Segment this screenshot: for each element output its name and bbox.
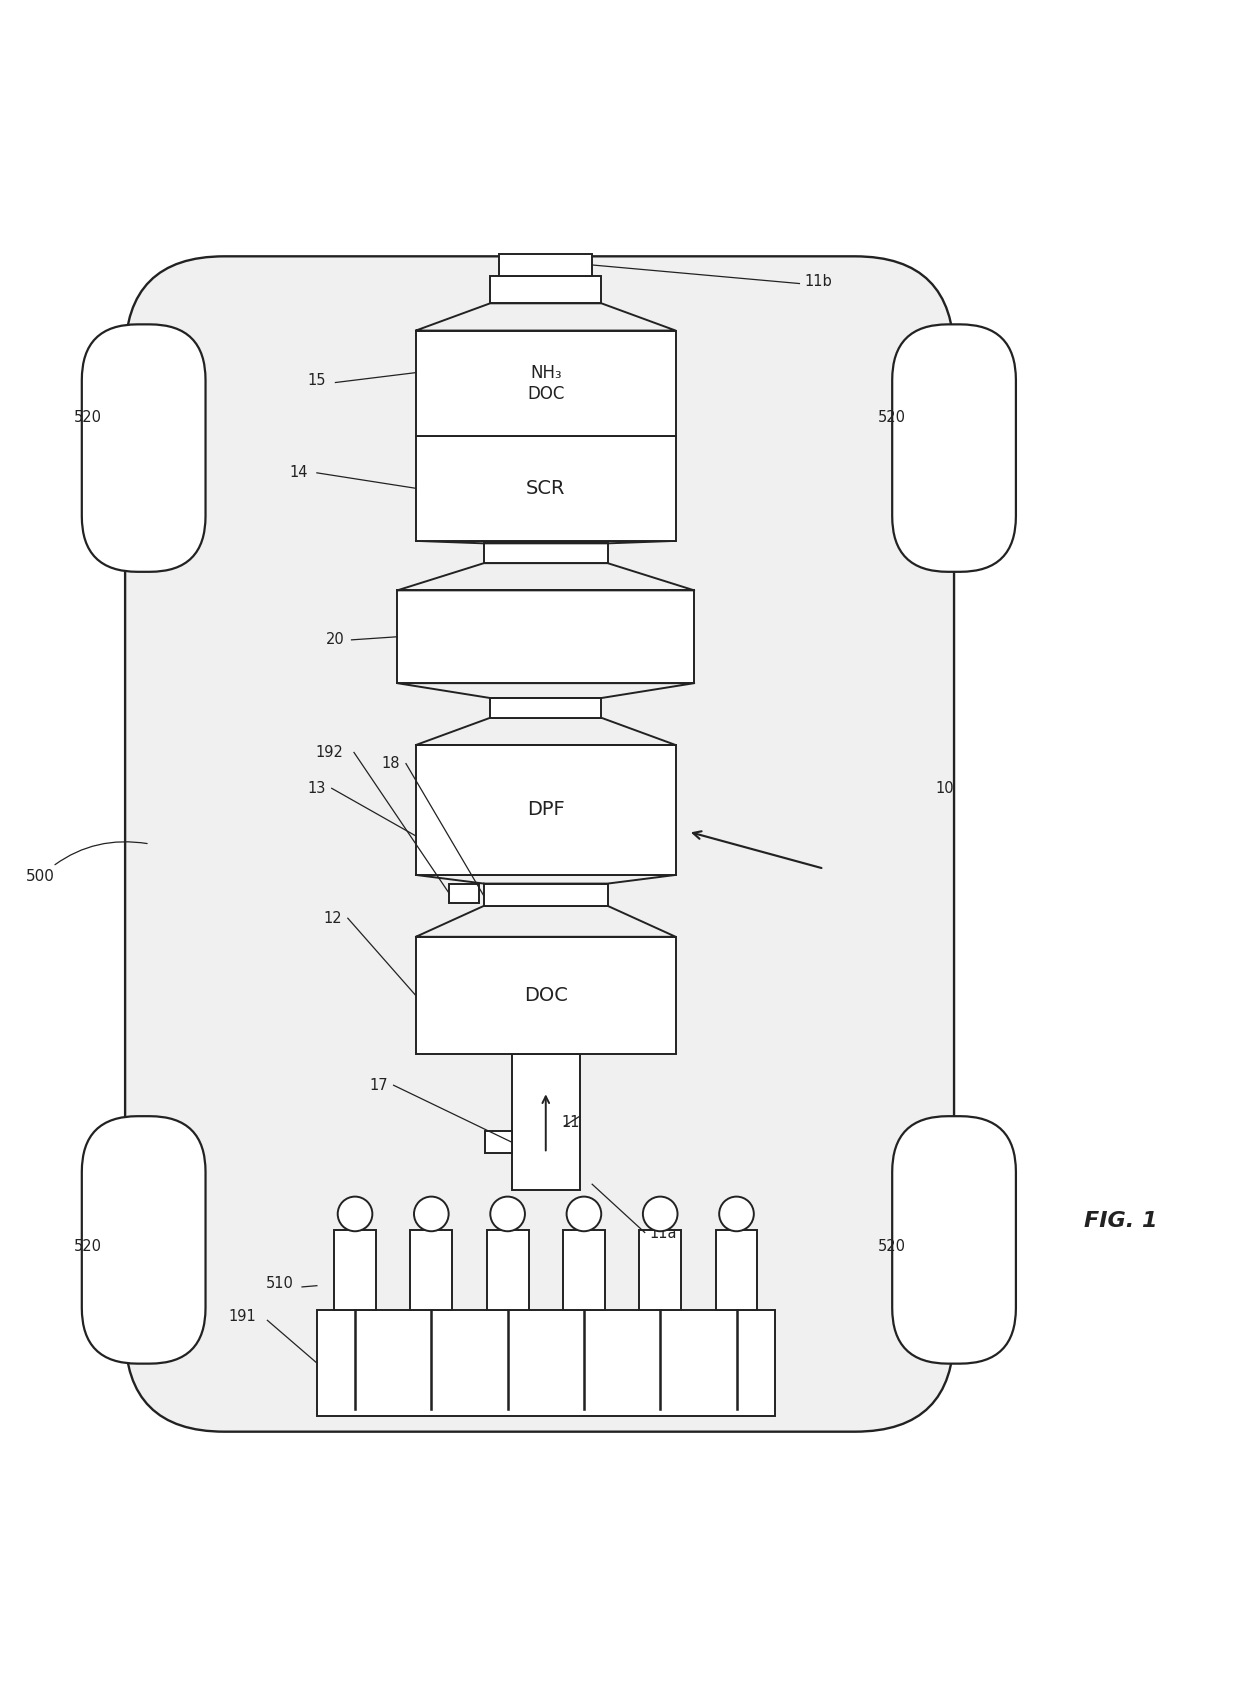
- FancyBboxPatch shape: [82, 324, 206, 572]
- FancyBboxPatch shape: [893, 324, 1016, 572]
- Text: SCR: SCR: [526, 479, 565, 498]
- Bar: [486, 1231, 528, 1310]
- Bar: [500, 253, 593, 277]
- Circle shape: [337, 1197, 372, 1231]
- Bar: [415, 937, 676, 1055]
- Bar: [490, 277, 601, 304]
- Text: 20: 20: [326, 633, 345, 648]
- Bar: [640, 1231, 681, 1310]
- Text: 11b: 11b: [804, 273, 832, 289]
- Circle shape: [567, 1197, 601, 1231]
- Text: 520: 520: [74, 1239, 102, 1254]
- Text: FIG. 1: FIG. 1: [1084, 1212, 1158, 1231]
- Text: 18: 18: [382, 756, 401, 771]
- Text: 13: 13: [308, 782, 326, 795]
- Text: DOC: DOC: [523, 986, 568, 1004]
- Text: 10: 10: [935, 782, 954, 795]
- Text: DPF: DPF: [527, 800, 564, 819]
- Bar: [484, 544, 608, 564]
- Text: 11a: 11a: [650, 1225, 677, 1241]
- Text: 191: 191: [228, 1310, 257, 1323]
- Text: 520: 520: [878, 410, 906, 425]
- Bar: [563, 1231, 605, 1310]
- Text: NH₃
DOC: NH₃ DOC: [527, 363, 564, 402]
- Circle shape: [490, 1197, 525, 1231]
- Text: 520: 520: [878, 1239, 906, 1254]
- Circle shape: [719, 1197, 754, 1231]
- Text: 14: 14: [289, 466, 308, 481]
- FancyBboxPatch shape: [125, 257, 954, 1431]
- Circle shape: [642, 1197, 677, 1231]
- Bar: [410, 1231, 453, 1310]
- Text: 11: 11: [562, 1114, 580, 1129]
- Bar: [334, 1231, 376, 1310]
- Text: 192: 192: [315, 744, 343, 760]
- Text: 15: 15: [308, 373, 326, 388]
- Text: 500: 500: [26, 842, 148, 885]
- Text: 12: 12: [324, 912, 342, 925]
- Bar: [449, 883, 479, 903]
- Bar: [485, 1131, 512, 1153]
- Bar: [512, 1055, 580, 1190]
- Circle shape: [414, 1197, 449, 1231]
- Bar: [397, 591, 694, 684]
- Text: 510: 510: [265, 1276, 294, 1291]
- Bar: [415, 744, 676, 874]
- Text: 520: 520: [74, 410, 102, 425]
- Bar: [715, 1231, 758, 1310]
- Bar: [415, 331, 676, 436]
- Text: 17: 17: [370, 1077, 388, 1092]
- Bar: [317, 1310, 775, 1416]
- Bar: [415, 436, 676, 540]
- Bar: [484, 883, 608, 906]
- Bar: [490, 699, 601, 717]
- FancyBboxPatch shape: [893, 1116, 1016, 1364]
- FancyBboxPatch shape: [82, 1116, 206, 1364]
